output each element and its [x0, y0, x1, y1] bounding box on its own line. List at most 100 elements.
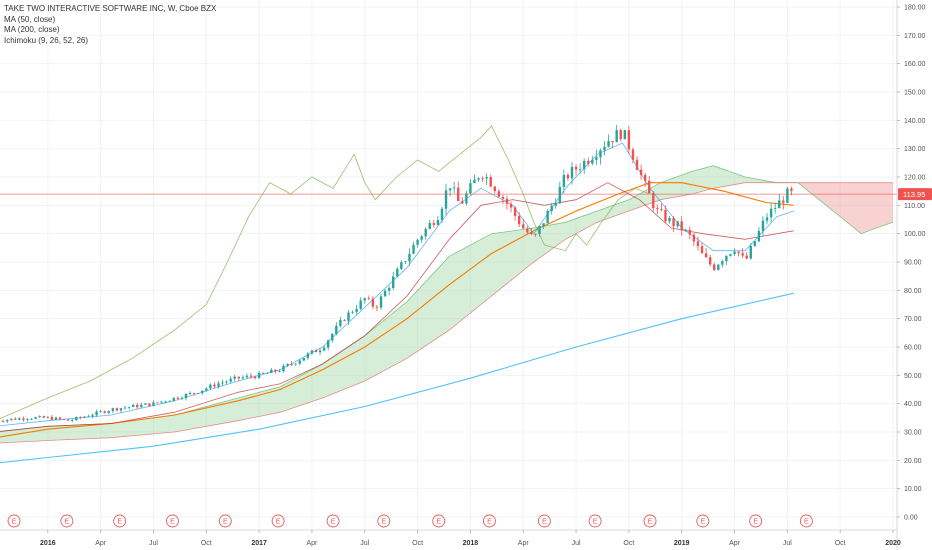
candle-body — [623, 130, 627, 140]
time-tick-label: Oct — [623, 540, 634, 547]
candle-body — [111, 408, 115, 412]
candle-body — [322, 347, 326, 351]
candle-body — [91, 415, 94, 417]
candle-body — [765, 217, 769, 221]
time-tick-label: Oct — [201, 540, 212, 547]
candle-body — [343, 319, 346, 321]
candle-body — [680, 221, 683, 230]
candle-body — [635, 159, 639, 170]
earnings-marker-label: E — [276, 519, 281, 526]
earnings-marker-label: E — [593, 519, 598, 526]
price-axis[interactable]: 180.00 170.00 160.00 150.00 140.00 130.00 120.… — [896, 0, 932, 550]
candle-body — [257, 372, 261, 379]
candle-body — [554, 203, 557, 206]
grid — [0, 0, 897, 530]
candle-body — [298, 360, 301, 364]
candle-body — [582, 160, 586, 170]
candle-body — [708, 257, 712, 265]
candle-body — [46, 416, 50, 418]
candle-body — [217, 383, 220, 387]
candle-body — [278, 371, 281, 373]
candle-body — [782, 200, 785, 203]
candle-body — [314, 350, 318, 353]
candle-body — [1, 421, 5, 422]
symbol-title[interactable]: TAKE TWO INTERACTIVE SOFTWARE INC, W, Cb… — [4, 4, 217, 13]
earnings-marker-label: E — [487, 519, 492, 526]
time-tick-label: 2016 — [40, 540, 56, 547]
time-tick-label: 2020 — [885, 540, 901, 547]
candle-body — [627, 130, 631, 150]
candle-body — [700, 246, 704, 254]
candle-body — [477, 178, 480, 180]
candle-body — [574, 166, 578, 170]
candle-body — [188, 392, 192, 394]
candle-body — [741, 253, 744, 256]
earnings-marker-label: E — [170, 519, 175, 526]
earnings-marker — [432, 514, 446, 528]
candle-body — [152, 402, 155, 406]
indicator-ma200-label[interactable]: MA (200, close) — [4, 25, 60, 34]
candle-body — [473, 179, 476, 184]
candle-body — [469, 183, 472, 194]
indicator-ichimoku-label[interactable]: Ichimoku (9, 26, 52, 26) — [4, 35, 89, 45]
candle-body — [587, 160, 590, 164]
ma200-line — [0, 292, 794, 464]
candle-body — [383, 290, 387, 297]
candle-body — [526, 228, 529, 233]
price-tick-label: 60.00 — [904, 345, 922, 352]
candle-body — [253, 376, 257, 379]
time-tick-label: Apr — [95, 540, 107, 547]
cloud-span-b — [0, 182, 893, 444]
candle-body — [489, 177, 492, 187]
candle-body — [306, 353, 310, 358]
candle-body — [412, 244, 415, 254]
candle-body — [359, 300, 362, 309]
candle-body — [225, 381, 228, 383]
earnings-marker-label: E — [753, 519, 758, 526]
candle-body — [729, 254, 732, 256]
candle-body — [631, 149, 635, 160]
candle-body — [201, 390, 204, 394]
candle-body — [778, 200, 781, 209]
candle-body — [34, 417, 37, 419]
candle-body — [245, 375, 249, 378]
candle-body — [213, 384, 216, 387]
candle-body — [611, 141, 614, 143]
price-tick-label: 100.00 — [904, 231, 926, 238]
candle-body — [294, 363, 297, 365]
candle-body — [237, 376, 241, 379]
time-tick-label: Oct — [412, 540, 423, 547]
candle-body — [591, 159, 594, 164]
candles — [0, 124, 793, 423]
candle-body — [704, 253, 708, 258]
price-tick-label: 160.00 — [904, 61, 926, 68]
candle-body — [745, 255, 748, 259]
candle-body — [123, 407, 127, 409]
earnings-marker — [749, 514, 763, 528]
earnings-marker — [799, 514, 813, 528]
candle-body — [99, 411, 102, 413]
candle-body — [684, 229, 687, 231]
candle-body — [87, 416, 90, 418]
time-tick-label: Apr — [729, 540, 741, 547]
ma50-line — [0, 182, 794, 438]
earnings-marker-label: E — [648, 519, 653, 526]
candle-body — [481, 178, 484, 180]
cloud-span-a — [0, 165, 894, 432]
candle-body — [542, 223, 545, 227]
candle-body — [465, 193, 468, 204]
candle-body — [274, 369, 277, 372]
candle-body — [355, 308, 358, 312]
candle-body — [448, 188, 452, 191]
candle-body — [485, 177, 488, 179]
candle-body — [424, 228, 427, 237]
candle-body — [400, 262, 403, 269]
candle-body — [546, 211, 549, 224]
indicator-ma50-label[interactable]: MA (50, close) — [4, 14, 56, 24]
candle-body — [513, 207, 517, 216]
candle-body — [379, 296, 383, 308]
candle-body — [721, 261, 724, 265]
time-axis[interactable]: 2016 Apr Jul Oct 2017 Apr Jul Oct 2018 Apr Jul Oct 2… — [0, 529, 901, 547]
candle-body — [62, 419, 66, 420]
